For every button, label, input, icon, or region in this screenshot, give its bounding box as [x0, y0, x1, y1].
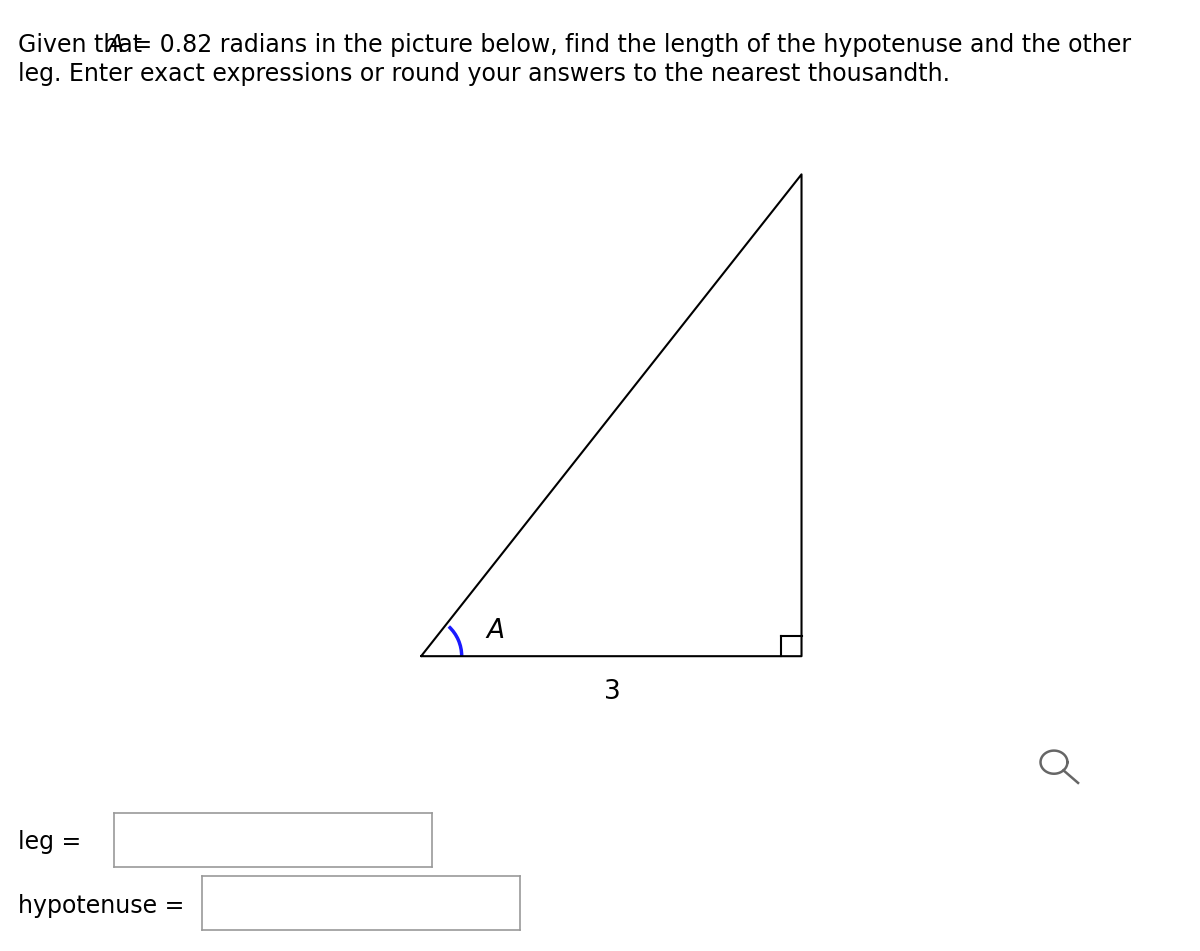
- Text: $A$: $A$: [106, 33, 124, 57]
- Text: $3$: $3$: [604, 679, 619, 705]
- Text: Given that: Given that: [18, 33, 150, 57]
- Text: leg. Enter exact expressions or round your answers to the nearest thousandth.: leg. Enter exact expressions or round yo…: [18, 62, 950, 86]
- Text: = 0.82 radians in the picture below, find the length of the hypotenuse and the o: = 0.82 radians in the picture below, fin…: [125, 33, 1130, 57]
- Text: leg =: leg =: [18, 829, 89, 854]
- Text: $A$: $A$: [485, 617, 504, 644]
- Text: hypotenuse =: hypotenuse =: [18, 894, 192, 919]
